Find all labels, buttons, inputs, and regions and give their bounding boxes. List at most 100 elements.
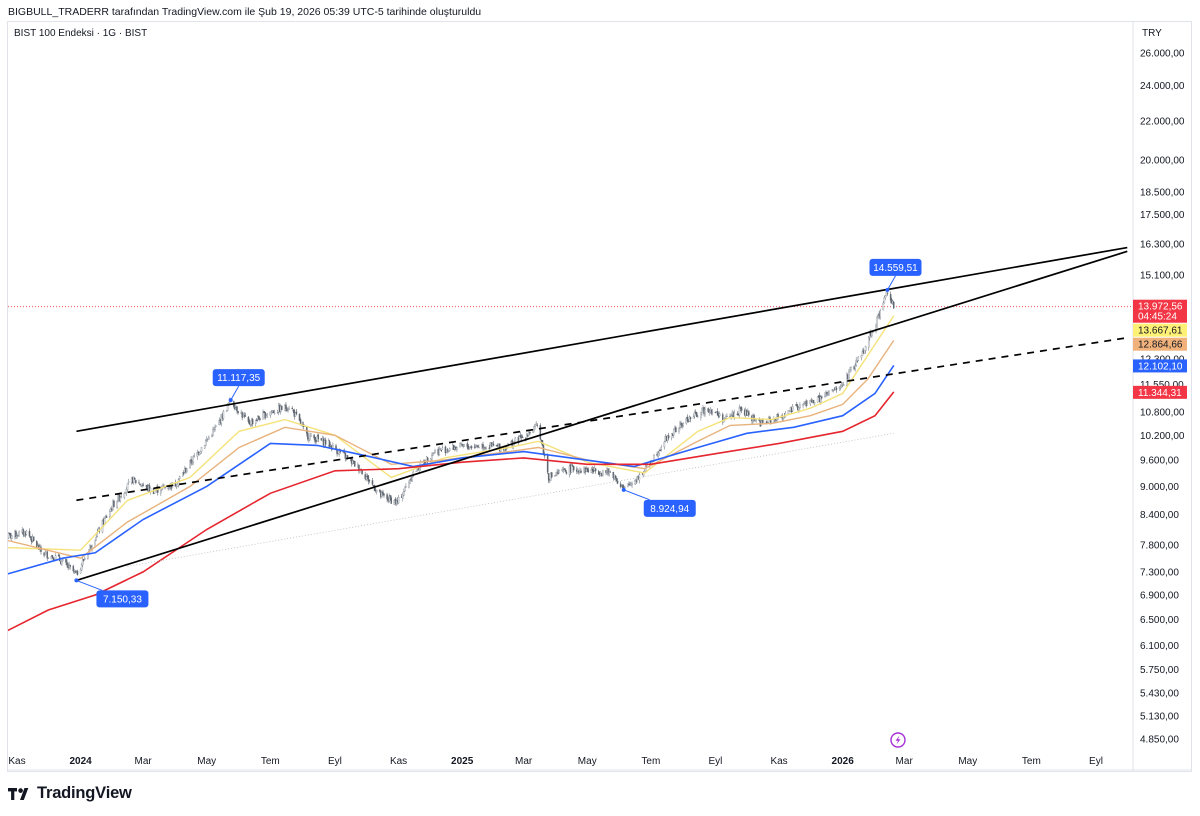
candle-body [390, 497, 393, 504]
candle-body [673, 428, 675, 436]
candle-body [760, 420, 763, 426]
candle-body [707, 408, 709, 412]
candle-body [787, 410, 790, 415]
candle-body [891, 300, 894, 304]
time-axis-tick: Kas [8, 756, 25, 767]
candle-body [477, 445, 479, 447]
candle-body [262, 412, 264, 420]
candle-body [358, 464, 360, 472]
candle-body [842, 384, 845, 386]
candle-body [867, 336, 870, 348]
candle-body [689, 416, 692, 420]
candle-body [492, 443, 495, 446]
candle-body [11, 535, 13, 539]
candle-body [658, 450, 660, 454]
candle-body [614, 475, 617, 479]
candle-body [193, 455, 195, 457]
time-axis-tick: Tem [1022, 756, 1041, 767]
price-axis-tick: 18.500,00 [1140, 188, 1185, 199]
candle-body [571, 464, 574, 467]
candle-body [368, 479, 371, 482]
price-axis-tick: 7.300,00 [1140, 567, 1179, 578]
trendline-solid [76, 246, 1128, 433]
price-label-bg [1133, 359, 1187, 373]
candle-body [679, 422, 681, 428]
lightning-icon[interactable] [890, 732, 906, 748]
candle-body [884, 295, 887, 299]
candle-body [597, 471, 600, 475]
candle-body [113, 500, 115, 507]
price-axis-tick: 16.300,00 [1140, 239, 1185, 250]
candle-body [536, 424, 538, 426]
candle-body [488, 447, 491, 449]
candle-body [893, 302, 895, 309]
symbol-title[interactable]: BIST 100 Endeksi · 1G · BIST [14, 28, 148, 39]
candle-body [869, 333, 871, 338]
candle-body [4, 537, 5, 538]
candle-body [176, 483, 179, 487]
moving-average-line [8, 315, 895, 551]
price-axis-tick: 7.800,00 [1140, 540, 1179, 551]
candle-body [139, 483, 141, 486]
price-axis-tick: 8.400,00 [1140, 510, 1179, 521]
annotation-pointer [623, 489, 650, 501]
candle-body [478, 447, 480, 449]
candle-body [354, 460, 356, 467]
candle-body [848, 371, 850, 381]
candle-body [273, 412, 276, 414]
candle-body [839, 386, 842, 389]
candle-body [75, 570, 78, 572]
candle-body [701, 407, 703, 414]
annotation-pointer [230, 385, 240, 401]
candle-body [110, 508, 112, 512]
candle-body [295, 411, 298, 415]
time-axis-tick: Mar [896, 756, 914, 767]
candle-body [755, 419, 757, 421]
tradingview-brand: TradingView [37, 784, 132, 802]
currency-label[interactable]: TRY [1142, 28, 1162, 39]
candle-body [586, 467, 589, 471]
candle-body [382, 491, 384, 495]
candle-body [619, 483, 622, 487]
candle-body [225, 410, 228, 412]
candle-body [812, 400, 815, 404]
candle-body [433, 452, 435, 454]
annotation-anchor [74, 578, 79, 583]
candle-body [762, 421, 765, 423]
moving-average-line [8, 391, 895, 632]
candle-body [160, 490, 162, 494]
candle-body [548, 480, 551, 482]
candle-body [796, 404, 798, 407]
candle-body [208, 436, 210, 440]
candle-body [609, 471, 611, 473]
candle-body [678, 428, 680, 432]
candle-body [798, 407, 800, 411]
candle-body [686, 416, 689, 421]
tradingview-logo[interactable]: TradingView [8, 784, 132, 803]
candle-body [806, 403, 808, 406]
chart-frame [7, 21, 1192, 772]
candle-body [141, 485, 143, 487]
time-axis-tick: 2024 [69, 756, 92, 767]
candle-body [57, 554, 60, 557]
candle-body [191, 462, 193, 464]
time-axis-tick: Eyl [709, 756, 723, 767]
candle-body [105, 516, 108, 518]
price-axis-tick: 22.000,00 [1140, 117, 1185, 128]
candle-body [685, 417, 688, 424]
price-label-bg [1133, 337, 1187, 351]
price-axis-tick: 10.800,00 [1140, 407, 1185, 418]
last-price-label: 13.972,56 [1138, 302, 1183, 313]
last-price-label-bg [1133, 299, 1187, 323]
price-axis-tick: 5.130,00 [1140, 712, 1179, 723]
candle-body [276, 412, 279, 414]
candle-body [72, 565, 75, 572]
candle-body [287, 409, 289, 412]
chart-attribution: BIGBULL_TRADERR tarafından TradingView.c… [8, 6, 482, 18]
candle-body [25, 530, 28, 535]
candle-body [135, 480, 137, 483]
candle-body [470, 446, 473, 449]
time-axis-tick: May [958, 756, 977, 767]
candle-body [722, 414, 724, 422]
